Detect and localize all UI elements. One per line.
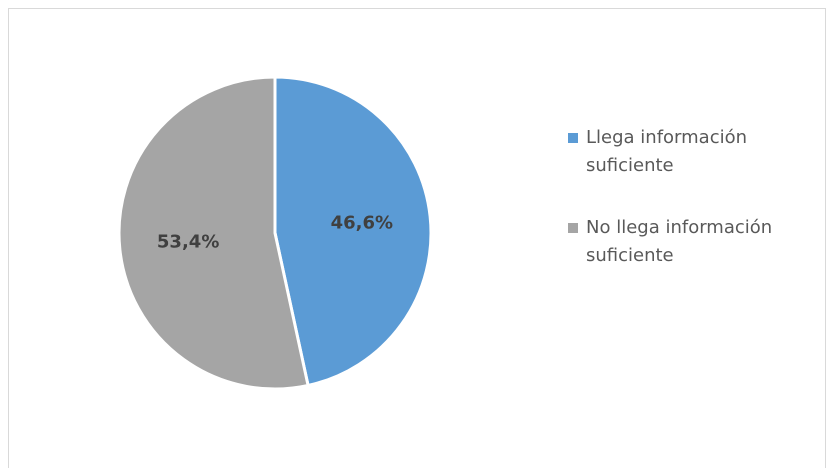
data-label-llega: 46,6% bbox=[331, 213, 393, 234]
legend-item-llega: Llega información suficiente bbox=[566, 124, 806, 180]
pie-slice-llega bbox=[273, 75, 433, 387]
legend-label-llega: Llega información suficiente bbox=[586, 127, 748, 176]
legend: Llega información suficiente No llega in… bbox=[566, 124, 806, 270]
pie-slice-no-llega bbox=[117, 75, 310, 391]
legend-item-no-llega: No llega información suficiente bbox=[566, 214, 806, 270]
legend-label-no-llega: No llega información suficiente bbox=[586, 217, 773, 266]
legend-swatch-llega bbox=[568, 133, 578, 143]
data-label-no-llega: 53,4% bbox=[157, 231, 219, 252]
legend-swatch-no-llega bbox=[568, 223, 578, 233]
